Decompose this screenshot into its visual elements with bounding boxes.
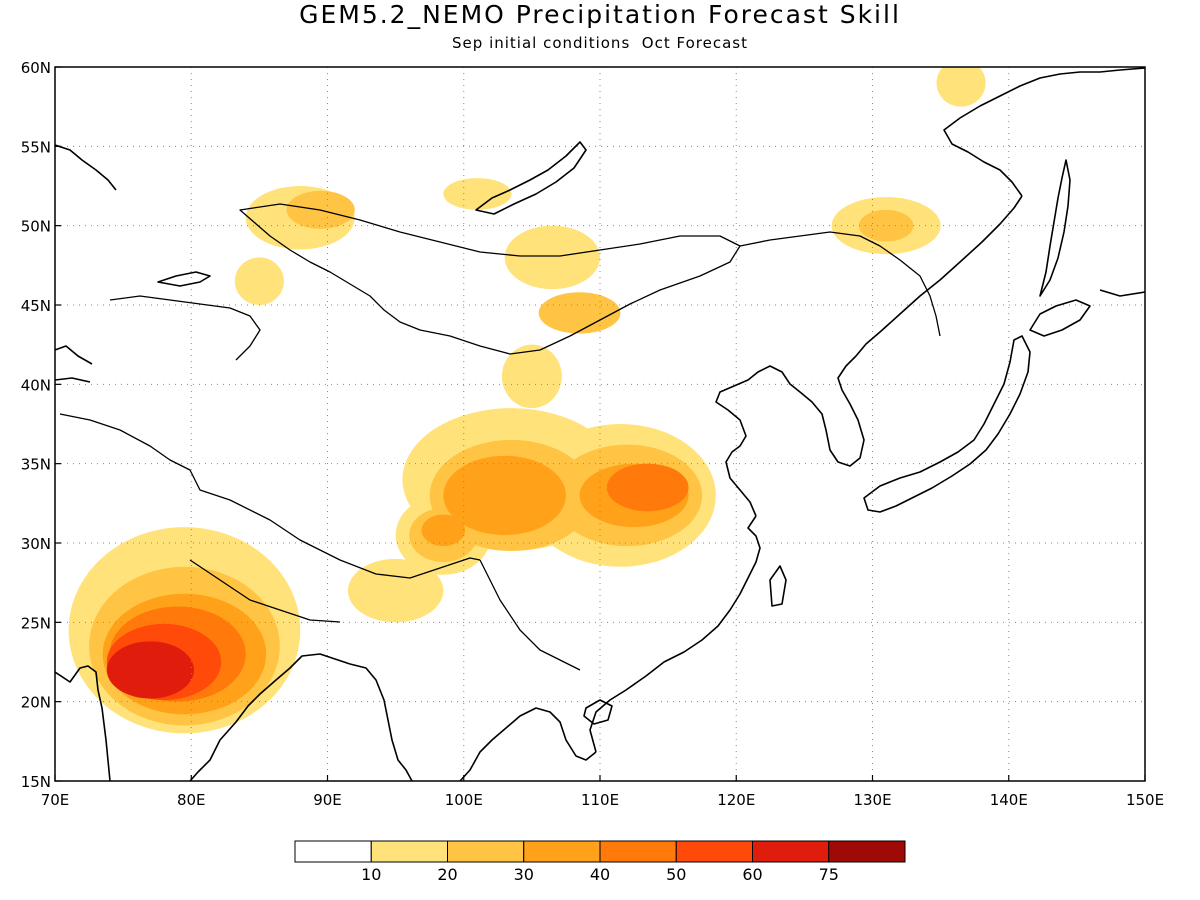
lon-tick-label: 80E <box>177 791 206 809</box>
border-mongolia <box>239 203 741 355</box>
lon-tick-label: 100E <box>445 791 483 809</box>
colorbar-label: 60 <box>742 865 762 884</box>
lat-tick-label: 45N <box>21 297 51 315</box>
skill-region-20 <box>443 455 566 536</box>
coast-west-edge <box>55 144 117 383</box>
skill-region-15 <box>858 209 914 242</box>
colorbar-label: 10 <box>361 865 381 884</box>
coastlines <box>55 67 1145 781</box>
skill-region-3 <box>234 257 284 306</box>
coast-okhotsk <box>943 67 1145 197</box>
border-kazakhstan <box>109 295 261 361</box>
lat-tick-label: 60N <box>21 59 51 77</box>
coast-bay-of-bengal <box>349 663 413 781</box>
skill-region-5 <box>504 225 600 290</box>
colorbar-label: 30 <box>514 865 534 884</box>
lat-tick-label: 40N <box>21 376 51 394</box>
coast-east-china <box>715 195 1023 517</box>
coast-south-china <box>589 515 761 753</box>
colorbar-swatch <box>523 840 601 863</box>
lon-tick-label: 130E <box>853 791 891 809</box>
colorbar-swatch <box>447 840 525 863</box>
colorbar: 10 20 30 40 50 60 75 <box>294 840 906 884</box>
map-gridlines <box>55 67 1145 781</box>
lat-tick-label: 15N <box>21 773 51 791</box>
border-nepal <box>189 559 341 623</box>
coast-taiwan <box>769 565 787 607</box>
lat-tick-label: 55N <box>21 138 51 156</box>
lon-tick-label: 150E <box>1126 791 1164 809</box>
map-axes: 70E 80E 90E 100E 110E 120E 130E 140E 150E 15N 20N 2… <box>21 59 1164 809</box>
colorbar-swatch <box>675 840 753 863</box>
colorbar-swatch <box>752 840 830 863</box>
colorbar-swatch <box>370 840 448 863</box>
lon-tick-label: 120E <box>717 791 755 809</box>
colorbar-label: 40 <box>590 865 610 884</box>
skill-region-4 <box>443 178 512 210</box>
lon-tick-label: 110E <box>581 791 619 809</box>
skill-region-14 <box>538 292 621 334</box>
coast-indochina <box>459 707 597 781</box>
skill-shading <box>68 67 986 734</box>
coast-hainan <box>583 699 613 725</box>
coast-japan <box>863 335 1031 513</box>
skill-region-24 <box>606 463 689 512</box>
lon-tick-label: 140E <box>990 791 1028 809</box>
colorbar-label: 50 <box>666 865 686 884</box>
lat-tick-label: 35N <box>21 456 51 474</box>
colorbar-label: 20 <box>437 865 457 884</box>
colorbar-swatch <box>599 840 677 863</box>
coast-india <box>55 653 351 781</box>
border-russia-china-east <box>739 231 941 337</box>
lon-tick-label: 70E <box>41 791 70 809</box>
lat-tick-label: 50N <box>21 218 51 236</box>
skill-region-11 <box>501 344 562 409</box>
coast-sakhalin <box>1039 159 1071 297</box>
colorbar-swatch <box>294 840 372 863</box>
lon-tick-label: 90E <box>313 791 342 809</box>
skill-region-22 <box>421 514 466 547</box>
lat-tick-label: 25N <box>21 614 51 632</box>
lat-tick-label: 30N <box>21 535 51 553</box>
border-indochina <box>479 559 581 671</box>
lat-tick-label: 20N <box>21 694 51 712</box>
lake-baikal <box>475 141 587 215</box>
skill-region-7 <box>936 67 986 107</box>
lake-balkhash <box>157 271 211 287</box>
border-china-north <box>59 413 481 579</box>
colorbar-label: 75 <box>819 865 839 884</box>
colorbar-swatch <box>828 840 906 863</box>
coast-kamchatka-tip <box>1099 289 1145 297</box>
coast-hokkaido <box>1029 299 1091 337</box>
map-subtitle: Sep initial conditions Oct Forecast <box>452 34 748 52</box>
map-title: GEM5.2_NEMO Precipitation Forecast Skill <box>299 0 901 29</box>
skill-region-26 <box>106 641 194 699</box>
